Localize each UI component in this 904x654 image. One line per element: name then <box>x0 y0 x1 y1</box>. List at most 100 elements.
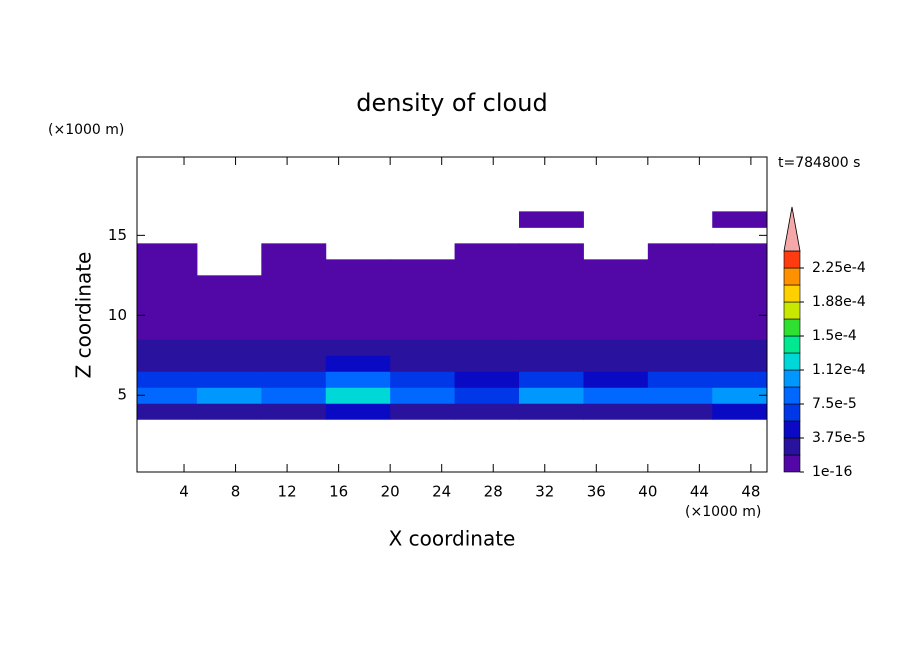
contour-cell <box>196 355 262 372</box>
contour-cell <box>390 387 456 404</box>
contour-cell <box>712 355 767 372</box>
x-tick-label: 12 <box>278 483 297 501</box>
contour-cell <box>261 387 327 404</box>
colorbar-box <box>783 386 801 405</box>
y-tick-label: 10 <box>108 306 127 324</box>
contour-cell <box>454 323 520 340</box>
colorbar-label: 1.88e-4 <box>812 294 866 310</box>
contour-cell <box>390 323 456 340</box>
contour-cell <box>518 355 584 372</box>
contour-cell <box>647 355 713 372</box>
contour-cell <box>325 355 391 372</box>
contour-cell <box>325 307 391 324</box>
x-tick-label: 32 <box>535 483 554 501</box>
contour-cell <box>196 307 262 324</box>
y-axis-label: Z coordinate <box>72 252 96 379</box>
contour-cell <box>454 403 520 420</box>
contour-cell <box>454 275 520 292</box>
contour-cell <box>261 323 327 340</box>
x-tick-label: 24 <box>432 483 451 501</box>
colorbar-label: 2.25e-4 <box>812 260 866 276</box>
contour-cell <box>137 307 198 324</box>
contour-cell <box>196 339 262 356</box>
contour-cell <box>196 371 262 388</box>
contour-cell <box>712 211 767 228</box>
contour-cell <box>583 371 649 388</box>
contour-cell <box>712 291 767 308</box>
contour-cell <box>583 307 649 324</box>
chart-title: density of cloud <box>356 89 547 117</box>
contour-cell <box>454 355 520 372</box>
contour-cell <box>647 243 713 260</box>
contour-cell <box>518 323 584 340</box>
contour-cell <box>137 323 198 340</box>
colorbar-label: 3.75e-5 <box>812 430 866 446</box>
contour-cell <box>390 371 456 388</box>
contour-cell <box>325 403 391 420</box>
contour-cell <box>390 259 456 276</box>
contour-cell <box>137 387 198 404</box>
contour-cell <box>583 323 649 340</box>
contour-cell <box>712 275 767 292</box>
colorbar-box <box>783 284 801 303</box>
contour-cell <box>647 307 713 324</box>
plot-frame <box>136 156 768 473</box>
contour-cell <box>518 339 584 356</box>
contour-cell <box>583 339 649 356</box>
contour-cell <box>137 275 198 292</box>
contour-cell <box>647 387 713 404</box>
contour-cell <box>325 339 391 356</box>
contour-cell <box>712 259 767 276</box>
contour-cell <box>647 371 713 388</box>
contour-cell <box>261 307 327 324</box>
contour-cell <box>261 371 327 388</box>
contour-cell <box>325 259 391 276</box>
contour-cell <box>518 387 584 404</box>
contour-cell <box>583 403 649 420</box>
contour-cell <box>325 323 391 340</box>
colorbar-label: 1.5e-4 <box>812 328 857 344</box>
contour-cell <box>518 259 584 276</box>
x-tick-label: 20 <box>381 483 400 501</box>
contour-cell <box>390 307 456 324</box>
contour-cell <box>518 243 584 260</box>
colorbar-box <box>783 420 801 439</box>
y-tick-label: 15 <box>108 226 127 244</box>
contour-cell <box>261 339 327 356</box>
colorbar-box <box>783 267 801 286</box>
contour-cell <box>390 275 456 292</box>
contour-cell <box>196 291 262 308</box>
contour-cell <box>137 259 198 276</box>
contour-cell <box>390 291 456 308</box>
contour-cell <box>712 243 767 260</box>
contour-cell <box>518 403 584 420</box>
contour-cell <box>647 291 713 308</box>
y-tick-label: 5 <box>117 386 127 404</box>
contour-cell <box>647 403 713 420</box>
contour-cell <box>454 291 520 308</box>
contour-cell <box>583 259 649 276</box>
colorbar-label: 1e-16 <box>812 464 852 480</box>
contour-cell <box>325 275 391 292</box>
contour-cell <box>137 371 198 388</box>
colorbar-box <box>783 301 801 320</box>
contour-cell <box>583 275 649 292</box>
colorbar-box <box>783 437 801 456</box>
contour-cell <box>196 387 262 404</box>
contour-cell <box>712 307 767 324</box>
x-tick-label: 8 <box>231 483 241 501</box>
contour-cell <box>583 291 649 308</box>
time-annotation: t=784800 s <box>778 155 860 171</box>
contour-cell <box>325 291 391 308</box>
y-unit: (×1000 m) <box>48 122 124 138</box>
colorbar-box <box>783 352 801 371</box>
contour-cell <box>261 355 327 372</box>
contour-cell <box>518 307 584 324</box>
contour-cell <box>647 339 713 356</box>
colorbar-box <box>783 369 801 388</box>
colorbar-box <box>783 335 801 354</box>
x-tick-label: 36 <box>587 483 606 501</box>
contour-cell <box>647 259 713 276</box>
contour-cell <box>518 291 584 308</box>
